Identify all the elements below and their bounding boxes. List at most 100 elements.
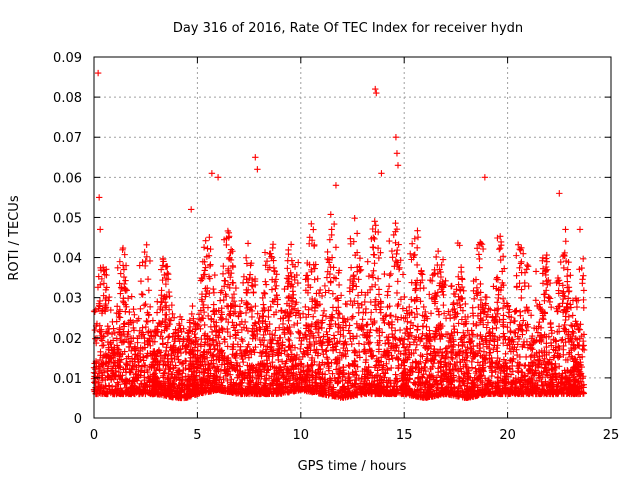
data-point	[186, 317, 194, 324]
data-point	[326, 236, 334, 243]
data-point	[413, 261, 421, 269]
data-point	[353, 230, 361, 237]
data-point	[460, 374, 467, 382]
data-point	[452, 350, 460, 358]
data-point	[335, 365, 343, 372]
data-point	[311, 276, 318, 283]
data-point	[253, 364, 260, 371]
data-point	[319, 317, 326, 324]
data-point	[568, 353, 575, 360]
data-point	[513, 284, 520, 291]
data-point	[188, 310, 195, 318]
data-point	[567, 344, 575, 352]
data-point	[125, 353, 132, 360]
data-point	[265, 313, 272, 321]
data-point	[485, 305, 492, 312]
data-point	[210, 301, 217, 308]
data-point	[548, 303, 555, 311]
data-point	[450, 338, 457, 345]
data-point	[287, 346, 295, 354]
data-point	[392, 335, 399, 342]
data-point	[410, 350, 417, 357]
data-point	[157, 266, 165, 273]
data-point	[400, 357, 407, 364]
data-point	[364, 258, 371, 265]
data-point	[335, 297, 342, 304]
data-point	[361, 298, 368, 306]
data-point	[405, 346, 412, 354]
data-point	[229, 319, 236, 326]
data-point	[494, 354, 501, 362]
data-point	[326, 270, 334, 278]
data-point	[547, 324, 555, 331]
data-point	[91, 388, 98, 395]
data-point	[244, 327, 252, 335]
data-point	[482, 293, 489, 301]
data-point	[387, 380, 395, 387]
data-point	[386, 377, 394, 384]
data-point	[569, 312, 576, 319]
data-point	[518, 294, 525, 302]
data-point	[241, 318, 249, 326]
data-point	[384, 288, 392, 295]
data-point	[569, 322, 576, 330]
data-point	[208, 357, 215, 364]
data-point	[310, 226, 317, 233]
data-point	[483, 313, 490, 320]
data-point	[499, 253, 507, 260]
data-point	[437, 335, 444, 343]
data-point	[465, 331, 473, 339]
data-point	[567, 272, 574, 279]
data-point	[504, 324, 511, 331]
data-point	[394, 278, 401, 285]
data-point	[476, 255, 483, 263]
data-point	[407, 250, 414, 257]
data-point	[100, 366, 108, 374]
data-point	[286, 342, 294, 350]
data-point	[153, 309, 161, 316]
data-point	[385, 333, 392, 341]
data-point	[567, 301, 574, 308]
data-point	[260, 289, 268, 296]
data-point	[284, 265, 291, 272]
data-point	[123, 361, 130, 368]
data-point	[484, 319, 492, 326]
data-point	[338, 352, 345, 360]
data-point	[143, 241, 150, 249]
data-point	[479, 364, 486, 372]
data-point	[125, 328, 132, 335]
data-point	[477, 240, 485, 247]
data-point	[281, 347, 288, 355]
data-point	[295, 259, 302, 266]
data-point	[346, 330, 354, 337]
data-point	[263, 257, 271, 265]
data-point	[140, 302, 148, 309]
data-point	[580, 272, 587, 279]
data-point	[227, 274, 234, 281]
data-point	[388, 247, 396, 255]
data-point	[385, 356, 393, 363]
data-point	[164, 276, 172, 283]
data-point	[367, 309, 375, 316]
data-point	[431, 332, 439, 340]
data-point	[297, 345, 304, 353]
data-point	[567, 321, 575, 329]
data-point	[169, 371, 176, 378]
data-point	[507, 319, 514, 326]
data-point	[159, 276, 166, 284]
data-point	[462, 300, 469, 308]
data-point	[308, 220, 315, 227]
data-point	[279, 320, 287, 328]
data-point	[114, 264, 121, 271]
data-point	[500, 339, 507, 347]
data-point	[225, 311, 233, 318]
data-point	[166, 333, 173, 340]
data-point	[392, 371, 399, 378]
data-point	[414, 234, 422, 241]
data-point	[544, 281, 551, 288]
data-point	[352, 348, 359, 355]
data-point	[413, 244, 421, 252]
data-point	[561, 321, 568, 329]
data-point	[117, 372, 124, 379]
data-point	[518, 244, 525, 252]
